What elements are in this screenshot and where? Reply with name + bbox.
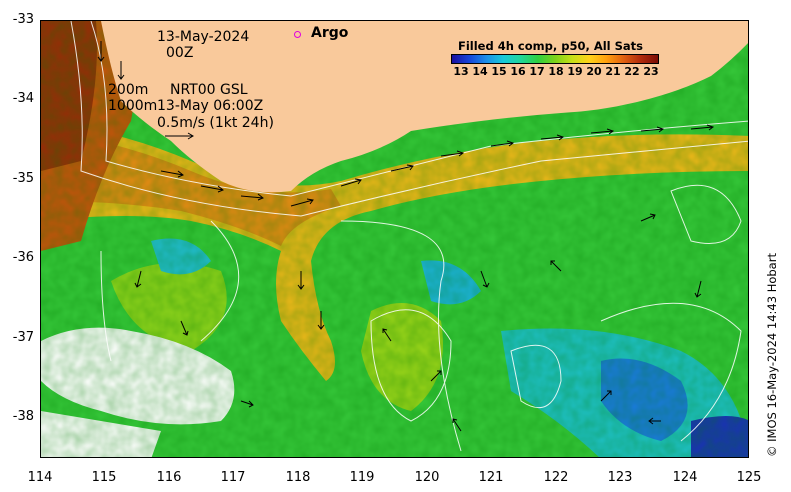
x-tick: 117 bbox=[220, 470, 246, 485]
colorbar-tick: 22 bbox=[624, 65, 640, 78]
y-tick: -37 bbox=[12, 330, 34, 345]
colorbar-tick: 15 bbox=[491, 65, 507, 78]
sst-field bbox=[41, 21, 748, 457]
colorbar-tick: 17 bbox=[529, 65, 545, 78]
colorbar-tick: 16 bbox=[510, 65, 526, 78]
contour-label-1000: 1000m bbox=[108, 98, 158, 114]
x-tick: 114 bbox=[27, 470, 53, 485]
x-tick: 116 bbox=[156, 470, 182, 485]
sst-map bbox=[40, 20, 749, 458]
x-tick: 115 bbox=[91, 470, 117, 485]
colorbar-tick: 23 bbox=[643, 65, 659, 78]
argo-marker-icon bbox=[294, 31, 301, 38]
y-tick: -33 bbox=[12, 12, 34, 27]
colorbar-tick: 20 bbox=[586, 65, 602, 78]
y-tick: -34 bbox=[12, 91, 34, 106]
colorbar bbox=[451, 54, 659, 64]
y-tick: -38 bbox=[12, 409, 34, 424]
product-name: NRT00 GSL bbox=[170, 82, 248, 98]
x-tick: 125 bbox=[736, 470, 762, 485]
x-tick: 124 bbox=[672, 470, 698, 485]
x-tick: 120 bbox=[414, 470, 440, 485]
colorbar-tick: 14 bbox=[472, 65, 488, 78]
colorbar-tick: 18 bbox=[548, 65, 564, 78]
scale-label: 0.5m/s (1kt 24h) bbox=[157, 115, 274, 131]
bathymetry-contours bbox=[70, 21, 748, 452]
x-tick: 122 bbox=[543, 470, 569, 485]
credit-text: © IMOS 16-May-2024 14:43 Hobart bbox=[765, 253, 779, 457]
colorbar-tick: 21 bbox=[605, 65, 621, 78]
scale-arrow bbox=[165, 132, 194, 140]
current-vectors bbox=[97, 41, 715, 432]
x-tick: 123 bbox=[607, 470, 633, 485]
x-tick: 118 bbox=[285, 470, 311, 485]
y-tick: -36 bbox=[12, 250, 34, 265]
colorbar-tick: 13 bbox=[453, 65, 469, 78]
y-tick: -35 bbox=[12, 171, 34, 186]
contour-label-200: 200m bbox=[108, 82, 149, 98]
x-tick: 119 bbox=[349, 470, 375, 485]
colorbar-title: Filled 4h comp, p50, All Sats bbox=[458, 39, 643, 53]
product-time: 13-May 06:00Z bbox=[157, 98, 264, 114]
map-date: 13-May-2024 bbox=[157, 29, 250, 45]
x-tick: 121 bbox=[478, 470, 504, 485]
argo-label: Argo bbox=[311, 25, 349, 41]
map-time: 00Z bbox=[166, 45, 194, 61]
colorbar-tick: 19 bbox=[567, 65, 583, 78]
